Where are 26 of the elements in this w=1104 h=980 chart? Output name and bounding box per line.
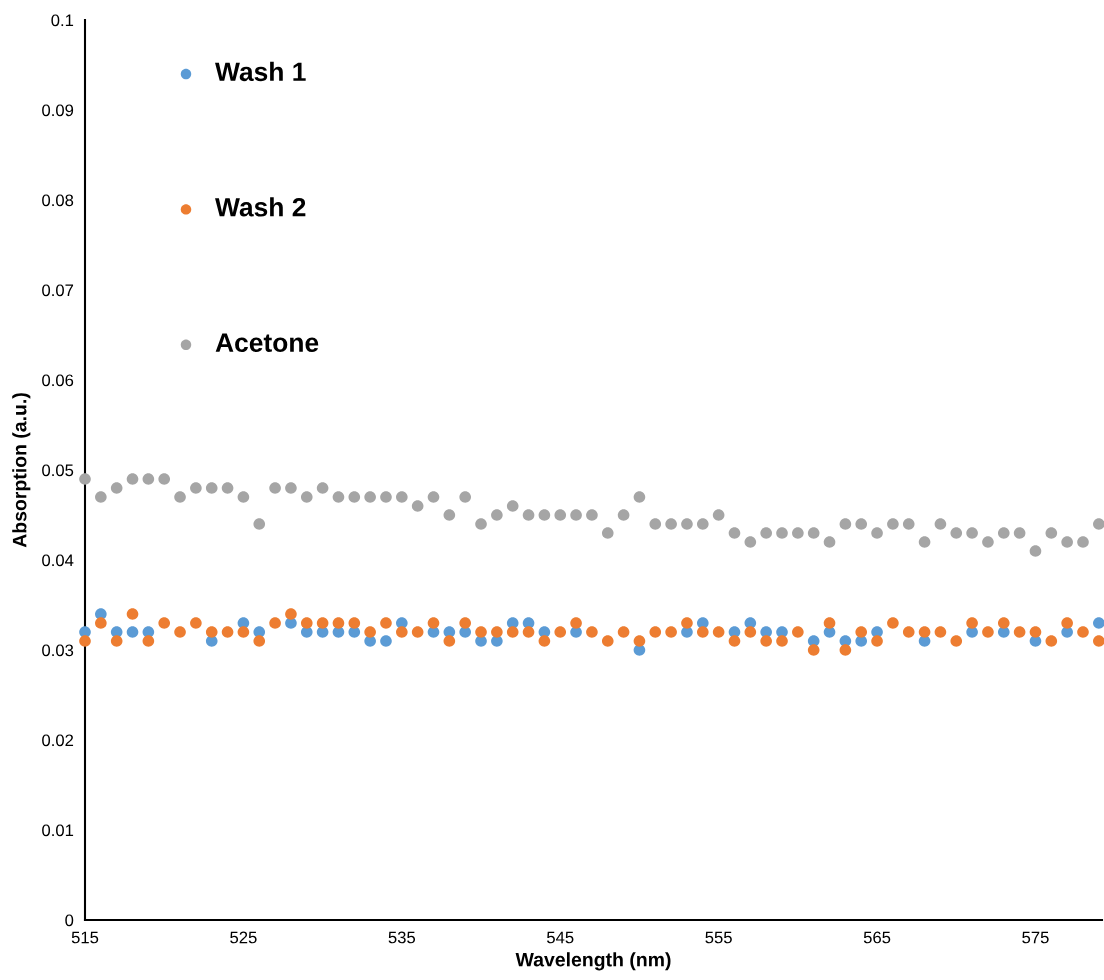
x-tick-label: 575 xyxy=(1022,931,1049,944)
y-tick-label: 0.05 xyxy=(42,464,74,477)
y-tick-label: 0.06 xyxy=(42,374,74,387)
y-axis-title: Absorption (a.u.) xyxy=(12,393,31,548)
y-tick-label: 0.09 xyxy=(42,104,74,117)
x-tick-label: 555 xyxy=(705,931,732,944)
y-tick-label: 0.07 xyxy=(42,284,74,297)
y-tick-label: 0.1 xyxy=(51,14,74,27)
x-tick-label: 515 xyxy=(71,931,99,944)
x-axis-title: Wavelength (nm) xyxy=(515,952,671,971)
y-tick-label: 0.08 xyxy=(42,194,74,207)
y-tick-label: 0.02 xyxy=(42,734,74,747)
y-tick-label: 0.01 xyxy=(42,824,74,837)
y-tick-label: 0.04 xyxy=(42,554,74,567)
x-tick-label: 535 xyxy=(388,931,416,944)
legend-label: Acetone xyxy=(215,333,319,352)
x-tick-label: 565 xyxy=(863,931,891,944)
x-tick-label: 545 xyxy=(547,931,574,944)
legend-label: Wash 2 xyxy=(215,197,306,217)
y-tick-label: 0 xyxy=(65,914,74,927)
point xyxy=(380,635,392,647)
legend-label: Wash 1 xyxy=(215,61,306,82)
point xyxy=(126,626,139,638)
point xyxy=(1093,617,1104,629)
y-tick-label: 0.03 xyxy=(42,644,74,657)
x-tick-label: 525 xyxy=(230,931,257,944)
